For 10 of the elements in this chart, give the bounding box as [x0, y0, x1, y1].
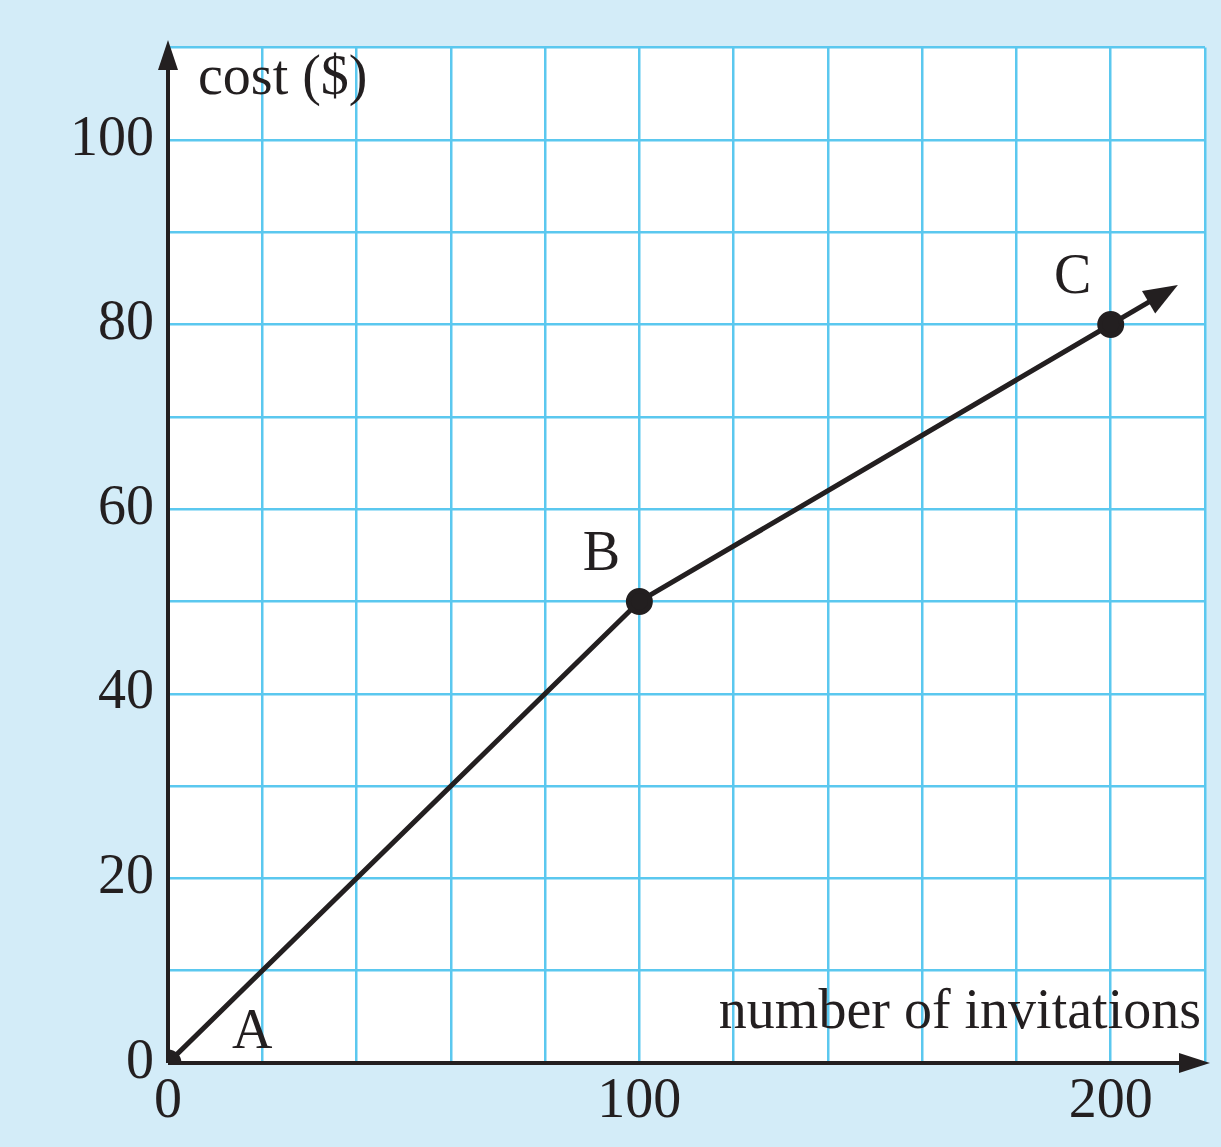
x-tick-label: 200	[1068, 1067, 1153, 1130]
y-tick-label: 0	[126, 1027, 154, 1090]
y-tick-label: 100	[70, 104, 154, 167]
x-tick-label: 100	[597, 1067, 682, 1130]
y-tick-label: 40	[98, 658, 154, 721]
y-tick-label: 20	[98, 843, 154, 906]
y-tick-label: 60	[98, 473, 154, 536]
annotation: C	[1054, 243, 1092, 306]
y-tick-label: 80	[98, 289, 154, 352]
annotation: B	[582, 520, 621, 583]
